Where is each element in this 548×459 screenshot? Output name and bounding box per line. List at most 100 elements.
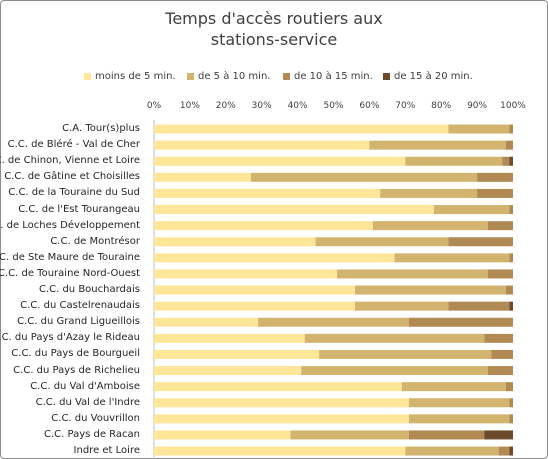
bar-segment-series-3 (502, 156, 510, 166)
bar-segment-series-2 (394, 253, 510, 263)
bar-segment-series-3 (509, 124, 513, 134)
bar-segment-series-1 (154, 301, 356, 311)
legend-item-series-3: de 10 à 15 min. (283, 69, 373, 83)
bar-segment-series-1 (154, 140, 370, 150)
bar-segment-series-1 (154, 124, 449, 134)
x-tick-label: 70% (395, 101, 416, 111)
bar-segment-series-3 (487, 366, 513, 376)
category-label: C.C. du Bouchardais (38, 284, 140, 296)
bar-segment-series-2 (434, 205, 510, 215)
category-label: C.C. de Chinon, Vienne et Loire (0, 155, 140, 167)
bar-segment-series-3 (448, 237, 513, 247)
category-label: C.C. de l'Est Tourangeau (18, 203, 140, 215)
bar-segment-series-1 (154, 205, 435, 215)
category-label: C.C. du Vouvrillon (51, 412, 140, 424)
bar-segment-series-2 (301, 366, 488, 376)
bar-segment-series-1 (154, 446, 406, 456)
category-label: C.C. de Bléré - Val de Cher (7, 139, 140, 151)
bar-segment-series-3 (509, 205, 513, 215)
bar-segment-series-3 (505, 285, 513, 295)
bar-segment-series-3 (477, 172, 513, 182)
bar-segment-series-4 (509, 156, 513, 166)
legend-swatch-series-2 (187, 72, 194, 80)
category-label: C.C. du Val de l'Indre (35, 396, 140, 408)
bar-segment-series-2 (355, 285, 506, 295)
bar-segment-series-1 (154, 285, 356, 295)
bar-segment-series-2 (319, 349, 492, 359)
bar-segment-series-1 (154, 333, 305, 343)
bar-segment-series-3 (477, 188, 513, 198)
category-label: C.C. Pays de Racan (43, 428, 140, 440)
x-tick-label: 10% (179, 101, 200, 111)
bar-segment-series-2 (290, 430, 409, 440)
bar-segment-series-2 (405, 156, 503, 166)
bar-segment-series-4 (509, 446, 513, 456)
x-tick-label: 60% (359, 101, 380, 111)
legend-item-series-4: de 15 à 20 min. (383, 69, 473, 83)
bar-segment-series-3 (505, 382, 513, 392)
bar-segment-series-1 (154, 317, 259, 327)
bar-segment-series-2 (258, 317, 409, 327)
bar-segment-series-2 (408, 398, 510, 408)
x-tick-label: 0% (146, 101, 162, 111)
bar-segment-series-2 (337, 269, 488, 279)
x-tick-label: 50% (323, 101, 344, 111)
chart-title: Temps d'accès routiers aux stations-serv… (165, 9, 383, 49)
legend-swatch-series-4 (383, 72, 390, 80)
x-tick-label: 90% (467, 101, 488, 111)
bar-segment-series-3 (509, 253, 513, 263)
bar-segment-series-2 (401, 382, 506, 392)
bar-segment-series-3 (509, 414, 513, 424)
category-label: C.C. de Ste Maure de Touraine (0, 251, 140, 263)
bar-segment-series-3 (487, 221, 513, 231)
bar-segment-series-3 (448, 301, 510, 311)
bar-segment-series-3 (498, 446, 510, 456)
category-label: C.C. du Castelrenaudais (20, 300, 140, 312)
legend-label-series-3: de 10 à 15 min. (294, 70, 373, 82)
legend: moins de 5 min. de 5 à 10 min. de 10 à 1… (0, 69, 548, 83)
legend-label-series-1: moins de 5 min. (95, 70, 176, 82)
category-label: C.C. du Pays d'Azay le Rideau (0, 332, 140, 344)
bar-segment-series-2 (369, 140, 506, 150)
category-label: C.C. de Loches Développement (0, 219, 140, 231)
bar-segment-series-2 (448, 124, 510, 134)
bar-segment-series-1 (154, 414, 409, 424)
bar-segment-series-1 (154, 430, 291, 440)
x-tick-label: 40% (287, 101, 308, 111)
legend-item-series-2: de 5 à 10 min. (187, 69, 270, 83)
bar-segment-series-2 (405, 446, 499, 456)
bar-segment-series-3 (484, 333, 513, 343)
bar-segment-series-3 (408, 317, 513, 327)
bar-segment-series-1 (154, 398, 409, 408)
category-label: C.C. de Gâtine et Choisilles (4, 171, 140, 183)
legend-label-series-4: de 15 à 20 min. (394, 70, 473, 82)
bar-segment-series-2 (380, 188, 478, 198)
category-label: C.C. du Val d'Amboise (30, 380, 140, 392)
category-label: C.C. de Montrésor (50, 235, 140, 247)
legend-swatch-series-3 (283, 72, 290, 80)
bar-segment-series-1 (154, 253, 395, 263)
bar-segment-series-3 (505, 140, 513, 150)
bar-segment-series-1 (154, 172, 251, 182)
bar-segment-series-1 (154, 382, 402, 392)
x-tick-label: 20% (215, 101, 236, 111)
category-label: Indre et Loire (73, 445, 140, 457)
bar-segment-series-2 (315, 237, 449, 247)
bar-segment-series-3 (509, 398, 513, 408)
bar-segment-series-2 (408, 414, 510, 424)
x-tick-label: 30% (251, 101, 272, 111)
bar-segment-series-1 (154, 188, 381, 198)
bar-segment-series-1 (154, 269, 338, 279)
bar-segment-series-2 (355, 301, 449, 311)
x-tick-label: 80% (431, 101, 452, 111)
legend-label-series-2: de 5 à 10 min. (198, 70, 271, 82)
bar-segment-series-3 (491, 349, 513, 359)
bar-segment-series-4 (484, 430, 513, 440)
legend-item-series-1: moins de 5 min. (84, 69, 176, 83)
category-label: C.C. du Grand Ligueillois (17, 316, 140, 328)
category-label: C.A. Tour(s)plus (62, 123, 140, 135)
bar-segment-series-3 (408, 430, 485, 440)
bar-segment-series-1 (154, 221, 373, 231)
category-label: C.C. de la Touraine du Sud (8, 187, 140, 199)
